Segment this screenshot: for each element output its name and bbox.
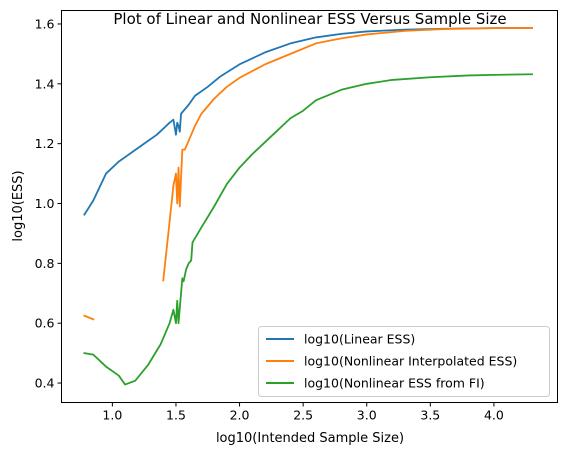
y-tick-label: 1.4 bbox=[35, 76, 55, 91]
x-tick-label: 2.0 bbox=[230, 408, 250, 423]
x-tick-label: 1.0 bbox=[102, 408, 122, 423]
legend-label-linear: log10(Linear ESS) bbox=[304, 332, 415, 347]
y-tick-label: 1.6 bbox=[35, 16, 55, 31]
legend-label-nonlinear-fi: log10(Nonlinear ESS from FI) bbox=[304, 376, 485, 391]
x-axis-label: log10(Intended Sample Size) bbox=[216, 431, 404, 446]
x-tick-label: 3.5 bbox=[420, 408, 440, 423]
chart-title: Plot of Linear and Nonlinear ESS Versus … bbox=[113, 10, 506, 28]
y-tick-label: 1.2 bbox=[35, 136, 55, 151]
y-tick-label: 0.4 bbox=[35, 376, 55, 391]
x-tick-label: 4.0 bbox=[484, 408, 504, 423]
y-tick-label: 1.0 bbox=[35, 196, 55, 211]
legend-label-nonlinear-interpolated: log10(Nonlinear Interpolated ESS) bbox=[304, 354, 517, 369]
x-tick-label: 3.0 bbox=[357, 408, 377, 423]
legend: log10(Linear ESS) log10(Nonlinear Interp… bbox=[259, 327, 550, 397]
y-axis-label: log10(ESS) bbox=[11, 170, 26, 241]
x-tick-label: 2.5 bbox=[293, 408, 313, 423]
y-tick-label: 0.6 bbox=[35, 316, 55, 331]
x-tick-label: 1.5 bbox=[166, 408, 186, 423]
y-tick-label: 0.8 bbox=[35, 256, 55, 271]
